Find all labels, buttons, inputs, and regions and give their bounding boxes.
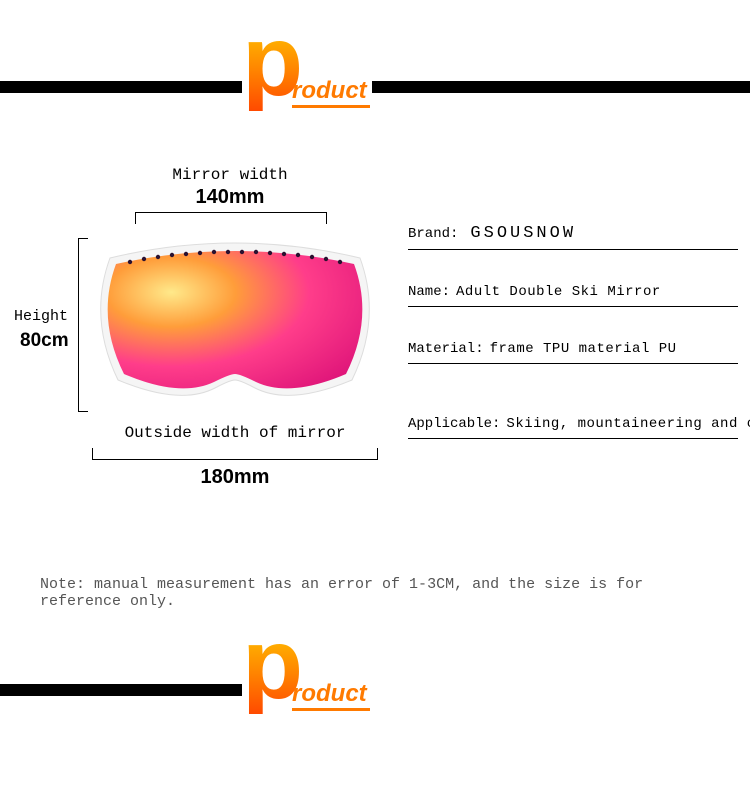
footer-band: p roduct: [0, 640, 750, 740]
goggle-illustration: [90, 228, 380, 408]
header-line-left: [0, 81, 242, 93]
applicable-label: Applicable:: [408, 416, 500, 432]
logo-underline: [292, 105, 370, 108]
mirror-width-label: Mirror width: [130, 166, 330, 184]
name-value: Adult Double Ski Mirror: [456, 284, 661, 300]
outside-width-label: Outside width of mirror: [105, 424, 365, 442]
dimension-diagram: Mirror width 140mm Height 80cm Outside w: [20, 180, 400, 520]
applicable-value: Skiing, mountaineering and cycling: [506, 416, 750, 432]
mirror-width-bracket: [135, 212, 327, 224]
spec-row-applicable: Applicable: Skiing, mountaineering and c…: [408, 412, 738, 439]
product-logo: p roduct: [242, 29, 362, 129]
spec-list: Brand: GSOUSNOW Name: Adult Double Ski M…: [408, 220, 738, 469]
spec-row-material: Material: frame TPU material PU: [408, 337, 738, 364]
name-label: Name:: [408, 284, 450, 300]
material-label: Material:: [408, 341, 484, 357]
height-label: Height: [14, 308, 68, 325]
brand-label: Brand:: [408, 226, 458, 242]
outside-width-value: 180mm: [120, 466, 350, 489]
footer-logo-rest: roduct: [292, 680, 367, 708]
footer-logo-underline: [292, 708, 370, 711]
product-logo-footer: p roduct: [242, 632, 362, 732]
height-value: 80cm: [20, 330, 69, 352]
header-band: p roduct: [0, 52, 750, 122]
brand-value: GSOUSNOW: [470, 224, 576, 243]
spec-row-name: Name: Adult Double Ski Mirror: [408, 280, 738, 307]
logo-rest: roduct: [292, 77, 367, 105]
spec-row-brand: Brand: GSOUSNOW: [408, 220, 738, 250]
header-line-right: [372, 81, 750, 93]
height-bracket: [78, 238, 88, 412]
note-text: Note: manual measurement has an error of…: [40, 576, 720, 610]
material-value: frame TPU material PU: [490, 341, 677, 357]
footer-line-left: [0, 684, 242, 696]
outside-width-bracket: [92, 448, 378, 460]
mirror-width-value: 140mm: [130, 186, 330, 209]
